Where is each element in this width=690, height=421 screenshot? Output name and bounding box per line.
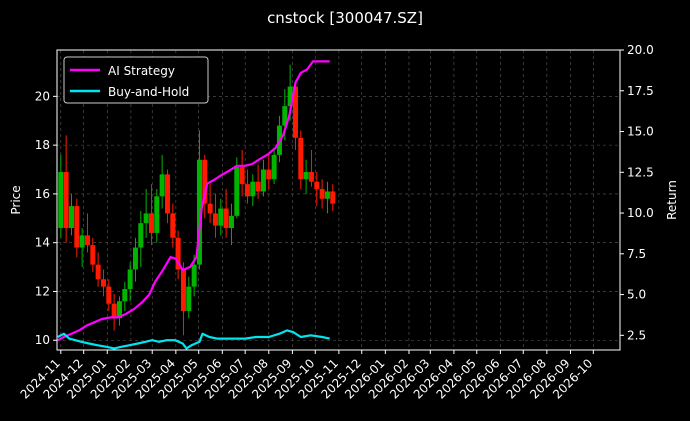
candle-body: [148, 213, 154, 233]
chart-title: cnstock [300047.SZ]: [267, 9, 423, 27]
candlesticks: [58, 64, 336, 336]
candle-body: [63, 171, 69, 229]
candle-body: [250, 181, 256, 197]
right-tick-label: 7.5: [627, 247, 646, 261]
left-tick-label: 14: [35, 236, 50, 250]
right-tick-label: 12.5: [627, 165, 654, 179]
candle-body: [223, 208, 229, 229]
candle-body: [271, 154, 277, 180]
candle-body: [298, 137, 304, 180]
candle-body: [132, 247, 138, 270]
candle-body: [218, 208, 224, 226]
candle-body: [303, 171, 309, 180]
candle-body: [186, 286, 192, 311]
right-tick-label: 2.5: [627, 328, 646, 342]
candle-body: [68, 206, 74, 229]
candle-body: [138, 223, 144, 248]
candle-body: [244, 184, 250, 197]
series-line-buy-and-hold: [57, 329, 330, 350]
left-tick-label: 18: [35, 138, 50, 152]
candle-body: [207, 203, 213, 214]
candle-body: [287, 86, 293, 107]
candle-body: [58, 171, 64, 229]
left-axis-label: Price: [9, 185, 23, 214]
candle-body: [191, 264, 197, 287]
right-axis: 2.5 5.0 7.5 10.0 12.5 15.0 17.5 20.0: [620, 43, 654, 342]
right-tick-label: 17.5: [627, 84, 654, 98]
candle-body: [84, 235, 90, 246]
candle-body: [228, 215, 234, 229]
candle-body: [74, 206, 80, 248]
candle-body: [308, 171, 314, 182]
right-tick-label: 15.0: [627, 125, 654, 139]
candle-body: [239, 167, 245, 185]
right-tick-label: 10.0: [627, 206, 654, 220]
candle-body: [106, 286, 112, 304]
candle-body: [266, 169, 272, 180]
left-tick-label: 20: [35, 89, 50, 103]
candle-body: [260, 169, 266, 192]
legend: AI Strategy Buy-and-Hold: [63, 56, 209, 104]
legend-label-ai-strategy: AI Strategy: [108, 64, 175, 78]
candle-body: [170, 213, 176, 238]
candle-body: [79, 235, 85, 248]
left-tick-label: 12: [35, 284, 50, 298]
candle-body: [122, 289, 128, 302]
series-line-ai-strategy: [57, 60, 330, 342]
legend-label-buy-and-hold: Buy-and-Hold: [108, 85, 189, 99]
candle-body: [292, 86, 298, 138]
candle-body: [175, 237, 181, 270]
candle-body: [202, 159, 208, 204]
candle-body: [314, 181, 320, 190]
candle-body: [95, 264, 101, 280]
candle-body: [100, 279, 106, 287]
left-axis: 10 12 14 16 18 20: [35, 89, 57, 347]
candle-body: [282, 106, 288, 126]
candle-body: [324, 191, 330, 199]
candle-body: [90, 245, 96, 265]
candle-body: [330, 191, 336, 204]
left-tick-label: 10: [35, 333, 50, 347]
candle-body: [319, 189, 325, 199]
candle-body: [127, 269, 133, 290]
candle-body: [234, 167, 240, 216]
grid: [57, 50, 620, 350]
candle-body: [154, 196, 160, 233]
candle-body: [196, 159, 202, 265]
x-axis: 2024-112024-122025-012025-022025-032025-…: [18, 350, 595, 402]
candle-body: [255, 181, 261, 192]
right-axis-label: Return: [665, 180, 679, 220]
series-lines: [57, 60, 330, 350]
candle-body: [159, 174, 165, 197]
candle-body: [143, 213, 149, 224]
left-tick-label: 16: [35, 187, 50, 201]
right-tick-label: 5.0: [627, 288, 646, 302]
candle-body: [212, 213, 218, 226]
candle-body: [164, 174, 170, 214]
candle-body: [180, 269, 186, 311]
right-tick-label: 20.0: [627, 43, 654, 57]
candle-body: [111, 303, 117, 319]
candle-body: [116, 301, 122, 319]
